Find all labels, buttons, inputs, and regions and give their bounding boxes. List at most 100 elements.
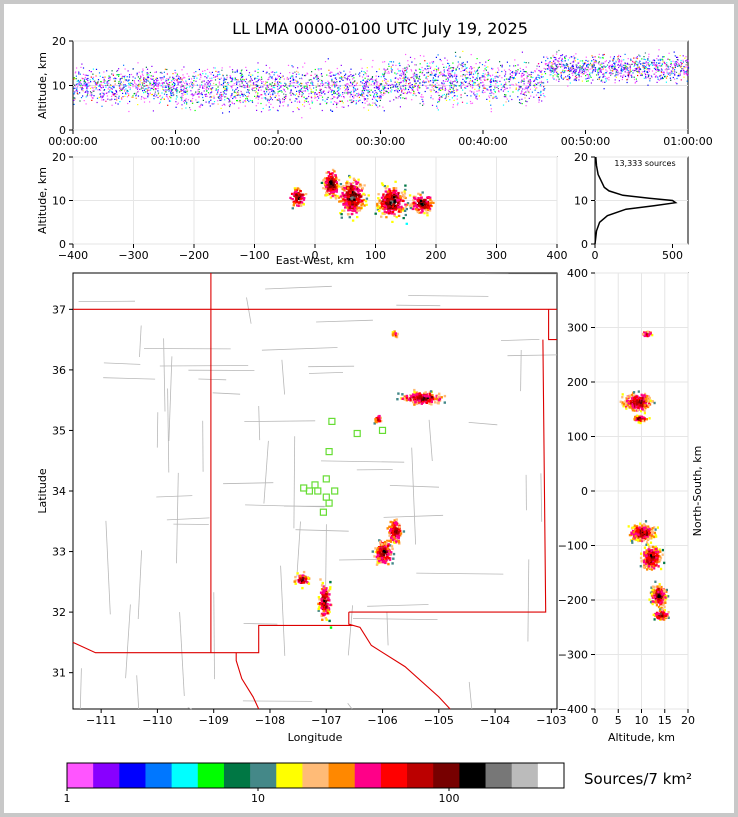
ta-source-point: [205, 95, 207, 97]
ta-source-point: [186, 91, 188, 93]
ta-source-point: [105, 84, 107, 87]
ta-source-point: [257, 96, 259, 98]
ta-source-point: [181, 89, 183, 91]
ta-source-point: [166, 78, 168, 80]
ta-source-point: [328, 86, 330, 88]
ta-source-point: [244, 100, 246, 102]
ta-source-point: [206, 86, 208, 88]
ta-source-point: [319, 79, 321, 81]
ew-source-cell: [415, 208, 418, 211]
ta-source-point: [283, 93, 285, 95]
county-boundary: [295, 529, 349, 532]
ta-source-point: [342, 92, 344, 94]
ta-source-point: [324, 100, 326, 102]
ew-source-cell: [329, 196, 333, 199]
ta-source-point: [556, 64, 558, 66]
ta-source-point: [557, 60, 559, 62]
ta-source-point: [571, 61, 574, 63]
ta-source-point: [667, 73, 669, 75]
ta-source-point: [623, 59, 625, 61]
ta-source-point: [507, 78, 509, 80]
ta-source-point: [402, 97, 404, 99]
ta-source-point: [124, 95, 126, 97]
ta-source-point: [603, 53, 605, 56]
ew-source-cell: [376, 202, 379, 205]
ta-source-point: [615, 71, 617, 73]
ta-source-point: [240, 80, 242, 82]
ta-source-point: [224, 89, 226, 91]
ta-source-point: [512, 91, 514, 93]
ta-source-point: [95, 88, 97, 90]
ta-source-point: [146, 91, 148, 93]
ta-source-point: [221, 84, 223, 86]
ta-source-point: [75, 83, 77, 86]
ta-source-point: [341, 106, 343, 108]
ta-source-point: [465, 85, 467, 88]
ta-source-point: [529, 83, 531, 85]
ta-source-point: [173, 80, 176, 82]
ta-source-point: [263, 97, 265, 99]
ta-source-point: [442, 75, 444, 77]
ew-source-cell: [426, 204, 430, 207]
ta-source-point: [184, 93, 186, 95]
ta-source-point: [193, 94, 195, 96]
ta-source-point: [297, 86, 299, 88]
ta-source-point: [346, 91, 348, 93]
ta-source-point: [197, 101, 199, 103]
ta-source-point: [340, 95, 343, 98]
ta-source-point: [333, 91, 335, 93]
state-boundary: [235, 652, 260, 710]
ta-source-point: [678, 62, 680, 65]
ta-source-point: [118, 97, 120, 99]
ta-source-point: [474, 70, 476, 72]
ta-source-point: [242, 80, 244, 82]
ta-source-point: [125, 85, 127, 87]
ta-source-point: [470, 72, 472, 74]
ta-source-point: [211, 103, 213, 105]
ta-source-point: [110, 84, 112, 86]
ta-source-point: [582, 70, 584, 72]
ta-source-point: [366, 75, 368, 77]
ta-source-point: [175, 90, 177, 92]
ta-source-point: [658, 79, 661, 81]
ta-source-point: [647, 62, 649, 64]
ta-source-point: [516, 72, 518, 74]
ta-source-point: [461, 64, 463, 67]
ta-source-point: [162, 83, 164, 85]
ta-source-point: [86, 87, 89, 89]
ta-source-point: [168, 88, 170, 90]
ta-source-point: [647, 84, 649, 86]
ta-source-point: [466, 61, 468, 63]
ta-source-point: [295, 80, 297, 82]
ta-source-point: [405, 81, 407, 83]
ta-source-point: [395, 89, 397, 91]
ta-source-point: [352, 96, 354, 98]
ew-source-cell: [293, 202, 296, 205]
ta-source-point: [608, 76, 610, 79]
ta-source-point: [320, 94, 322, 97]
ta-source-point: [88, 70, 90, 72]
ta-source-point: [304, 75, 306, 77]
ta-source-point: [204, 70, 206, 72]
ta-source-point: [552, 62, 554, 64]
ta-source-point: [668, 72, 670, 74]
ta-source-point: [236, 91, 239, 93]
ta-source-point: [176, 95, 178, 97]
ta-source-point: [336, 106, 338, 108]
ta-source-point: [104, 80, 106, 82]
ta-source-point: [433, 85, 435, 87]
ta-source-point: [118, 75, 120, 77]
ta-source-point: [211, 87, 213, 89]
ta-source-point: [128, 79, 130, 81]
ta-source-point: [211, 96, 213, 98]
ta-source-point: [517, 64, 519, 66]
ta-source-point: [648, 74, 650, 76]
ta-source-point: [100, 84, 102, 86]
ta-source-point: [628, 70, 630, 72]
ta-source-point: [450, 92, 453, 94]
ta-source-point: [547, 57, 549, 60]
ta-source-point: [186, 89, 188, 91]
ta-source-point: [496, 80, 498, 82]
ta-source-point: [275, 95, 277, 97]
ta-source-point: [301, 83, 303, 85]
